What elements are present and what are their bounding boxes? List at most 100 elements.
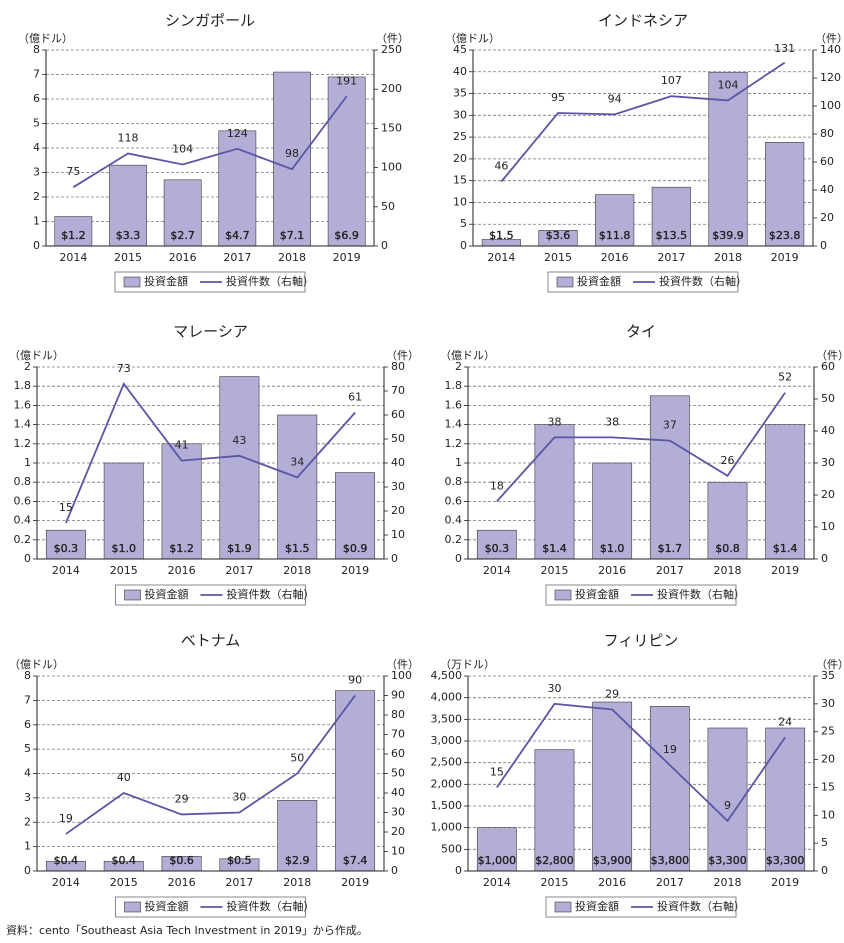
y2-axis-label: （件） xyxy=(816,349,844,362)
bar xyxy=(103,462,144,560)
y2-tick-label: 5 xyxy=(821,836,828,849)
y-tick-label: 2,000 xyxy=(431,777,463,790)
bar-value-label: $2.9 xyxy=(285,854,310,867)
y-axis-label: （億ドル） xyxy=(9,658,64,671)
series-line xyxy=(500,61,786,183)
y-tick-label: 35 xyxy=(453,87,467,100)
y-tick-label: 0.8 xyxy=(14,475,32,488)
bar xyxy=(649,395,690,560)
bar-value-label: $3,300 xyxy=(766,854,805,867)
legend-line-label: 投資件数（右軸） xyxy=(227,899,315,913)
chart-title: インドネシア xyxy=(598,12,688,30)
y-tick-label: 2 xyxy=(455,360,462,373)
y-tick-label: 25 xyxy=(453,130,467,143)
bar xyxy=(277,800,318,872)
line-value-label: 75 xyxy=(66,165,80,178)
y2-tick-label: 200 xyxy=(381,82,402,95)
y2-tick-label: 20 xyxy=(820,211,834,224)
y-tick-label: 1.4 xyxy=(445,418,463,431)
legend-line-label: 投資件数（右軸） xyxy=(226,274,314,288)
y-tick-label: 8 xyxy=(24,669,31,682)
y2-tick-label: 0 xyxy=(821,552,828,565)
y-tick-label: 1 xyxy=(24,456,31,469)
y2-tick-label: 100 xyxy=(391,669,412,682)
bar-value-label: $1.0 xyxy=(112,542,137,555)
x-tick-label: 2015 xyxy=(110,876,138,889)
x-tick-label: 2018 xyxy=(714,564,742,577)
y2-tick-label: 100 xyxy=(381,161,402,174)
line-value-label: 191 xyxy=(336,74,357,87)
line-value-label: 107 xyxy=(661,74,682,87)
y-tick-label: 5 xyxy=(460,217,467,230)
y2-tick-label: 140 xyxy=(820,43,841,56)
y-axis-label: （万ドル） xyxy=(440,658,495,671)
x-tick-label: 2014 xyxy=(59,251,87,264)
y-tick-label: 4,500 xyxy=(431,669,463,682)
line-value-label: 98 xyxy=(285,147,299,160)
y2-tick-label: 50 xyxy=(381,200,395,213)
y-tick-label: 0.8 xyxy=(445,475,463,488)
x-tick-label: 2014 xyxy=(487,251,515,264)
y-tick-label: 1.6 xyxy=(14,398,32,411)
y2-tick-label: 100 xyxy=(820,99,841,112)
y-tick-label: 1.8 xyxy=(445,379,463,392)
y2-axis-label: （件） xyxy=(376,32,409,45)
x-tick-label: 2019 xyxy=(333,251,361,264)
legend: 投資金額 投資件数（右軸） xyxy=(115,896,315,918)
x-tick-label: 2019 xyxy=(771,251,799,264)
line-value-label: 46 xyxy=(494,160,508,173)
x-tick-label: 2015 xyxy=(541,876,569,889)
bar xyxy=(707,727,748,872)
y2-tick-label: 40 xyxy=(391,456,405,469)
legend-bar-swatch xyxy=(554,901,572,913)
bar-value-label: $0.9 xyxy=(343,542,368,555)
bar xyxy=(109,164,147,247)
y-tick-label: 1.2 xyxy=(445,437,463,450)
bar-value-label: $3.6 xyxy=(546,229,571,242)
bar xyxy=(161,443,202,560)
y2-tick-label: 70 xyxy=(391,728,405,741)
x-tick-label: 2014 xyxy=(483,876,511,889)
bar-value-label: $0.8 xyxy=(715,542,740,555)
y2-tick-label: 10 xyxy=(821,808,835,821)
bar xyxy=(219,376,260,560)
y-tick-label: 2 xyxy=(24,815,31,828)
x-tick-label: 2018 xyxy=(283,564,311,577)
y2-tick-label: 40 xyxy=(820,183,834,196)
line-value-label: 29 xyxy=(175,792,189,805)
source-note: 資料：cento「Southeast Asia Tech Investment … xyxy=(6,924,368,937)
bar-value-label: $1.7 xyxy=(658,542,683,555)
y-tick-label: 5 xyxy=(33,117,40,130)
y2-axis-label: （件） xyxy=(816,658,844,671)
bar-value-label: $1.5 xyxy=(489,229,514,242)
legend-bar-label: 投資金額 xyxy=(145,587,189,601)
line-value-label: 30 xyxy=(232,791,246,804)
line-value-label: 118 xyxy=(118,131,139,144)
legend-bar-swatch xyxy=(124,589,141,601)
line-value-label: 30 xyxy=(548,682,562,695)
line-value-label: 19 xyxy=(663,743,677,756)
bar xyxy=(218,130,257,247)
chart-panel: インドネシア （億ドル） （件） 0 5 10 15 20 25 30 35 40 45 0 20 40 60 8… xyxy=(445,12,844,293)
y-tick-label: 2 xyxy=(33,190,40,203)
y-tick-label: 1.2 xyxy=(14,437,32,450)
legend-line-label: 投資件数（右軸） xyxy=(659,274,747,288)
bar xyxy=(595,194,635,247)
x-tick-label: 2015 xyxy=(114,251,142,264)
line-value-label: 24 xyxy=(778,715,792,728)
x-tick-label: 2018 xyxy=(714,251,742,264)
y-tick-label: 1,000 xyxy=(431,821,463,834)
bar xyxy=(335,690,376,872)
y2-tick-label: 20 xyxy=(391,504,405,517)
y-tick-label: 6 xyxy=(24,718,31,731)
y-tick-label: 0 xyxy=(24,552,31,565)
y-tick-label: 0.2 xyxy=(445,533,463,546)
bar-value-label: $1.4 xyxy=(542,542,567,555)
bar xyxy=(765,142,805,247)
y2-tick-label: 20 xyxy=(391,825,405,838)
y-tick-label: 7 xyxy=(33,68,40,81)
y-tick-label: 1 xyxy=(455,456,462,469)
y-axis-label: （億ドル） xyxy=(18,32,73,45)
x-tick-label: 2019 xyxy=(341,564,369,577)
line-value-label: 90 xyxy=(348,674,362,687)
